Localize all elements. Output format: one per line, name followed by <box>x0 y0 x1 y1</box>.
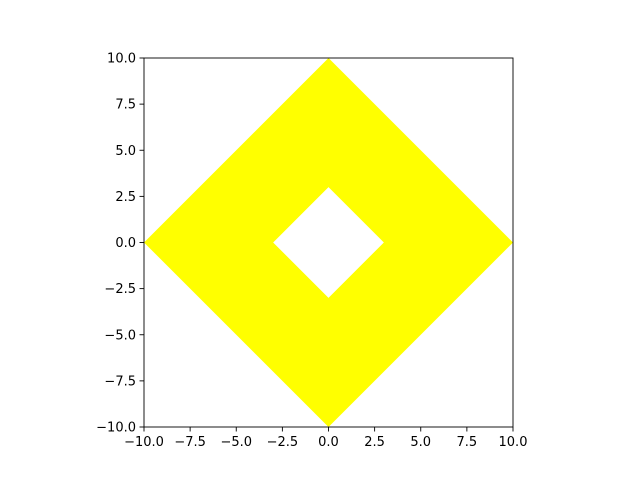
x-tick-label: 0.0 <box>318 435 339 450</box>
y-tick-label: −2.5 <box>104 282 136 297</box>
x-tick-label: −2.5 <box>267 435 299 450</box>
plot-area <box>144 58 513 427</box>
x-tick-label: 10.0 <box>499 435 528 450</box>
y-tick-label: −5.0 <box>104 328 136 343</box>
y-tick-label: 2.5 <box>115 190 136 205</box>
y-tick-label: 0.0 <box>115 236 136 251</box>
y-tick-label: −10.0 <box>96 421 136 436</box>
y-tick-label: 10.0 <box>107 52 136 67</box>
x-tick-label: −10.0 <box>124 435 164 450</box>
x-tick-label: −5.0 <box>220 435 252 450</box>
x-tick-label: −7.5 <box>174 435 206 450</box>
x-tick-label: 2.5 <box>364 435 385 450</box>
x-tick-label: 5.0 <box>410 435 431 450</box>
y-tick-label: 7.5 <box>115 98 136 113</box>
y-tick-label: 5.0 <box>115 144 136 159</box>
diamond-ring-shape <box>144 58 513 427</box>
x-tick-label: 7.5 <box>457 435 478 450</box>
y-tick-label: −7.5 <box>104 374 136 389</box>
axes: −10.0 −7.5 −5.0 −2.5 0.0 2.5 5.0 7.5 10.0 −10.0 −7… <box>96 52 527 451</box>
